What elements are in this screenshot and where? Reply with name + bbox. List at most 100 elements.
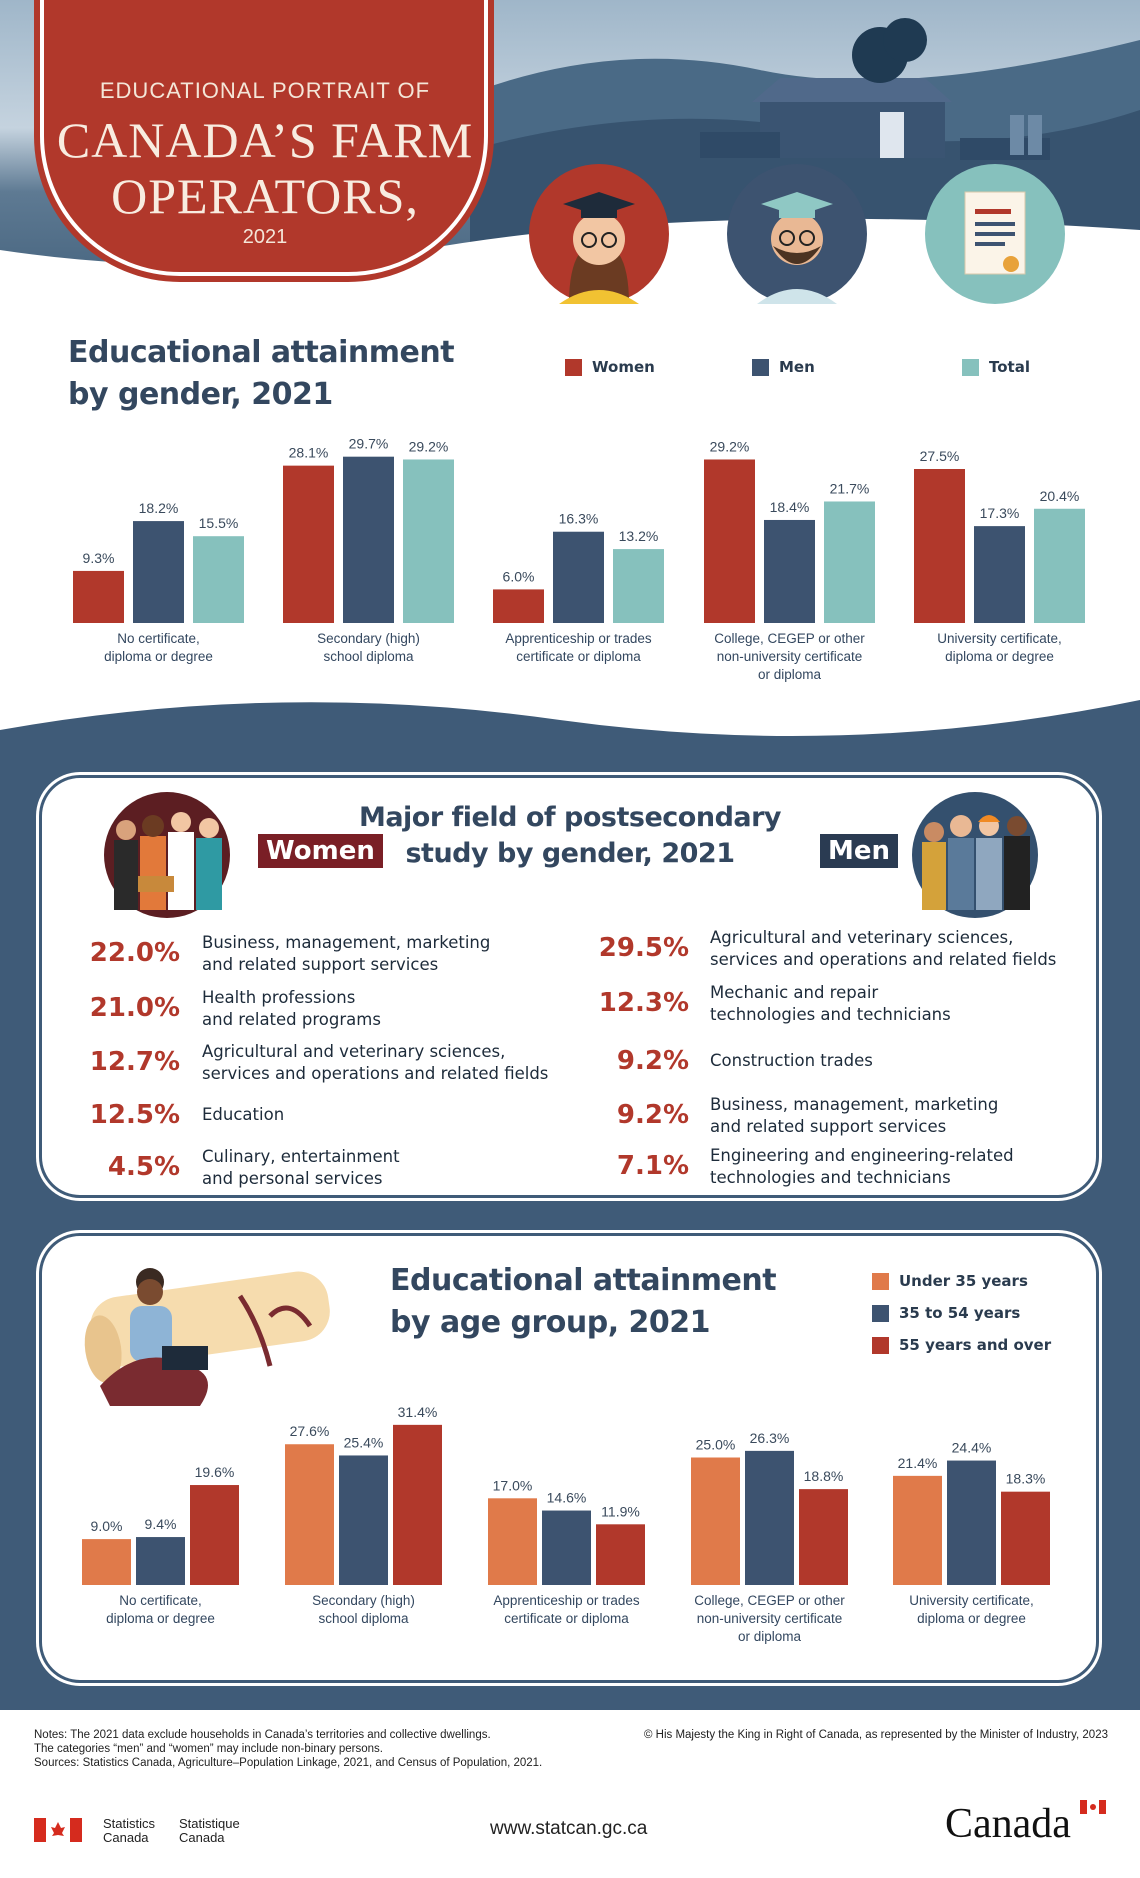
data-label: 13.2% [619, 528, 659, 544]
data-label: 17.3% [980, 505, 1020, 521]
legend-swatch [962, 358, 979, 376]
age-chart-title: Educational attainment by age group, 202… [390, 1260, 777, 1344]
diploma-scroll-icon [925, 164, 1065, 304]
legend-under-35: Under 35 years [872, 1272, 1028, 1290]
data-label: 20.4% [1040, 488, 1080, 504]
legend-swatch [565, 358, 582, 376]
legend-label: Men [779, 358, 815, 376]
age-bar-chart: 9.0% 27.6% 17.0% 25.0% 21.4% 9.4% 25.4% 14.6% 26… [82, 1404, 1050, 1644]
category-label: diploma or degree [106, 1611, 215, 1626]
age-title-line1: Educational attainment [390, 1263, 777, 1298]
bar-35-to-54-years-3 [745, 1450, 794, 1585]
bar-men-1 [343, 456, 394, 623]
canada-flag-icon [34, 1818, 82, 1847]
field-percent: 9.2% [616, 1046, 689, 1076]
bar-55-years-and-over-0 [190, 1485, 239, 1585]
field-name-line2: services and operations and related fiel… [202, 1064, 549, 1083]
data-label: 6.0% [503, 568, 535, 584]
data-label: 11.9% [601, 1503, 640, 1519]
category-label: Apprenticeship or trades [493, 1593, 640, 1608]
website-link[interactable]: www.statcan.gc.ca [490, 1818, 648, 1839]
data-label: 26.3% [750, 1430, 790, 1446]
field-name-line2: technologies and technicians [710, 1168, 951, 1187]
field-name-line2: technologies and technicians [710, 1005, 951, 1024]
sources-line: Sources: Statistics Canada, Agriculture–… [34, 1757, 543, 1769]
canada-wordmark: Canada [945, 1801, 1071, 1847]
woman-graduate-icon [529, 164, 669, 304]
field-percent: 12.3% [598, 988, 689, 1018]
category-label: Secondary (high) [312, 1593, 415, 1608]
data-label: 28.1% [289, 445, 329, 461]
bar-women-4 [914, 469, 965, 623]
field-percent: 12.7% [89, 1047, 180, 1077]
category-label: non-university certificate [717, 649, 863, 664]
category-label: diploma or degree [104, 649, 213, 664]
statcan-fr-line1: Statistique [179, 1816, 240, 1831]
field-name: Engineering and engineering-related techn… [710, 1145, 1014, 1189]
field-name-line1: Culinary, entertainment [202, 1147, 400, 1166]
bar-under-35-years-3 [691, 1457, 740, 1585]
field-name: Agricultural and veterinary sciences, ser… [202, 1041, 548, 1085]
bar-35-to-54-years-4 [947, 1460, 996, 1585]
field-name: Culinary, entertainment and personal serv… [202, 1146, 400, 1190]
data-label: 9.3% [83, 550, 115, 566]
student-with-diploma-icon [84, 1268, 330, 1406]
notes-line2: The categories “men” and “women” may inc… [34, 1743, 383, 1755]
field-name-line1: Agricultural and veterinary sciences, [710, 928, 1014, 947]
bar-under-35-years-4 [893, 1475, 942, 1585]
data-label: 31.4% [398, 1404, 438, 1420]
copyright-line: © His Majesty the King in Right of Canad… [643, 1729, 1108, 1741]
bar-total-4 [1034, 508, 1085, 623]
bar-55-years-and-over-1 [393, 1424, 442, 1585]
data-label: 9.0% [91, 1518, 123, 1534]
field-name-line2: and related programs [202, 1010, 381, 1029]
field-name-line1: Business, management, marketing [202, 933, 491, 952]
statcan-en-line1: Statistics [103, 1816, 156, 1831]
bar-35-to-54-years-1 [339, 1455, 388, 1585]
field-name-line2: and related support services [202, 955, 439, 974]
field-name: Health professions and related programs [202, 987, 381, 1031]
bar-under-35-years-0 [82, 1539, 131, 1585]
legend-swatch [752, 358, 769, 376]
title-badge [40, 0, 488, 276]
data-label: 15.5% [199, 515, 239, 531]
women-professions-icon [104, 792, 230, 918]
legend-label: 35 to 54 years [899, 1304, 1021, 1322]
legend-55-over: 55 years and over [872, 1336, 1051, 1354]
field-name-line1: Business, management, marketing [710, 1095, 999, 1114]
notes-block: Notes: The 2021 data exclude households … [34, 1728, 542, 1770]
field-percent: 4.5% [107, 1152, 180, 1182]
field-name: Mechanic and repair technologies and tech… [710, 982, 951, 1026]
field-title: Major field of postsecondary study by ge… [350, 800, 790, 872]
data-label: 18.4% [770, 499, 810, 515]
data-label: 29.7% [349, 436, 389, 452]
field-percent: 21.0% [89, 993, 180, 1023]
field-name-line1: Mechanic and repair [710, 983, 879, 1002]
gender-title-line2: by gender, 2021 [68, 377, 333, 412]
field-name-line1: Education [202, 1105, 285, 1124]
data-label: 29.2% [409, 438, 449, 454]
category-label: diploma or degree [917, 1611, 1026, 1626]
legend-women: Women [565, 358, 655, 376]
category-label: Secondary (high) [317, 631, 420, 646]
legend-label: Total [989, 358, 1030, 376]
barn-icon [700, 18, 1050, 160]
bar-total-0 [193, 536, 244, 623]
bar-women-3 [704, 459, 755, 623]
bar-55-years-and-over-3 [799, 1489, 848, 1585]
field-name-line2: and personal services [202, 1169, 383, 1188]
wordmark-flag-icon [1080, 1800, 1106, 1814]
legend-swatch [872, 1272, 889, 1290]
legend-35-54: 35 to 54 years [872, 1304, 1020, 1322]
legend-total: Total [962, 358, 1030, 376]
bar-men-3 [764, 519, 815, 623]
bar-under-35-years-2 [488, 1498, 537, 1585]
category-label: University certificate, [937, 631, 1062, 646]
statcan-fr-line2: Canada [179, 1830, 225, 1845]
category-label: school diploma [318, 1611, 409, 1626]
statcan-fr: Statistique Canada [179, 1817, 240, 1845]
field-name-line2: services and operations and related fiel… [710, 950, 1057, 969]
category-label: No certificate, [119, 1593, 202, 1608]
field-title-line1: Major field of postsecondary [358, 802, 782, 833]
category-label: school diploma [323, 649, 414, 664]
